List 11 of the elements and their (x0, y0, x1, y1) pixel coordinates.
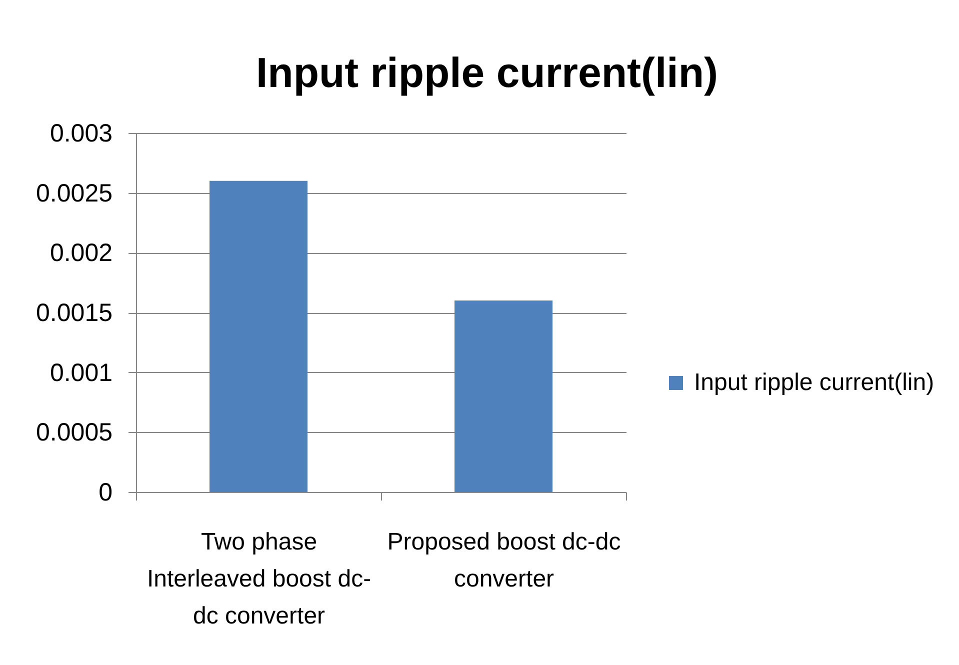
x-tick-label: Two phase Interleaved boost dc-dc converter (146, 528, 372, 630)
chart-title: Input ripple current(lin) (256, 49, 718, 96)
y-tick-label: 0.0005 (36, 418, 112, 447)
y-tick-label: 0.0015 (36, 299, 112, 327)
legend-label: Input ripple current(lin) (694, 369, 934, 396)
y-tick-label: 0.0025 (36, 179, 112, 208)
x-tick-label: Proposed boost dc-dc converter (387, 528, 621, 592)
y-tick-label: 0.003 (50, 120, 112, 148)
y-tick-label: 0.002 (50, 239, 112, 268)
y-tick-label: 0.001 (50, 358, 112, 387)
y-tick-label: 0 (98, 478, 112, 506)
